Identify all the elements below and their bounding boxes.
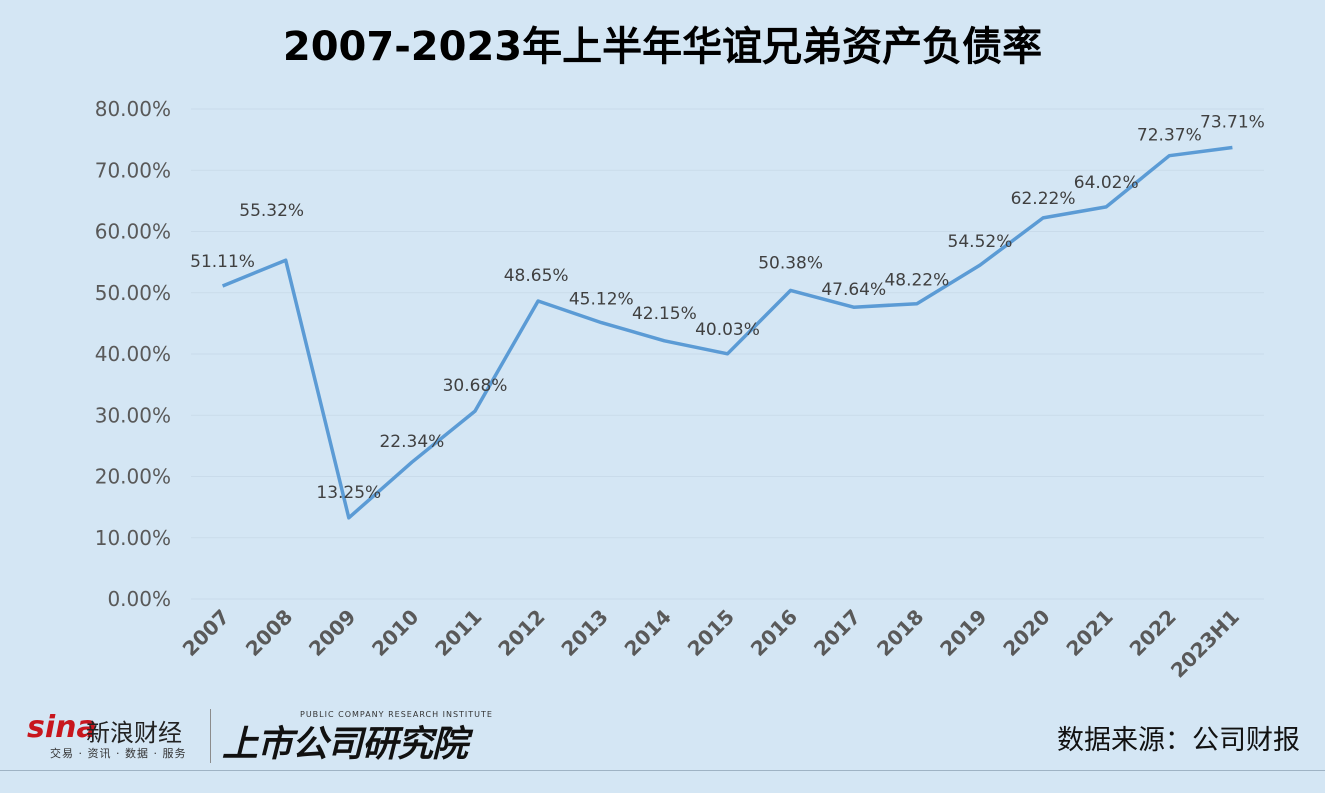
data-label: 50.38% (758, 253, 823, 273)
x-tick-label: 2008 (241, 605, 297, 661)
x-tick-label: 2020 (998, 605, 1054, 661)
series-line (221, 145, 1233, 520)
x-tick-label: 2017 (809, 605, 865, 661)
logo-divider (210, 709, 211, 763)
x-tick-label: 2016 (746, 605, 802, 661)
data-label: 13.25% (316, 483, 381, 503)
x-tick-label: 2010 (367, 605, 423, 661)
data-label: 45.12% (569, 290, 634, 310)
line-chart: 0.00% 10.00% 20.00% 30.00% 40.00% 50.00% 60.00… (95, 97, 1265, 683)
x-tick-label: 2018 (872, 605, 928, 661)
data-label: 54.52% (948, 232, 1013, 252)
x-tick-label: 2009 (304, 605, 360, 661)
data-label: 40.03% (695, 320, 760, 340)
x-tick-label: 2012 (493, 605, 549, 661)
data-label: 22.34% (379, 432, 444, 452)
x-tick-label: 2014 (620, 605, 676, 661)
x-tick-label: 2007 (178, 605, 234, 661)
gridlines (191, 108, 1264, 600)
data-label: 73.71% (1200, 113, 1265, 133)
y-tick-label: 80.00% (95, 97, 171, 121)
y-tick-label: 10.00% (95, 526, 171, 550)
sina-brand-name: 新浪财经 (86, 719, 182, 747)
data-label: 72.37% (1137, 126, 1202, 146)
x-tick-label: 2019 (935, 605, 991, 661)
y-axis-ticks: 0.00% 10.00% 20.00% 30.00% 40.00% 50.00% 60.00… (95, 97, 171, 611)
x-tick-label: 2013 (556, 605, 612, 661)
x-tick-label: 2021 (1061, 605, 1117, 661)
y-tick-label: 40.00% (95, 342, 171, 366)
data-label: 51.11% (190, 252, 255, 272)
sina-tagline: 交易 · 资讯 · 数据 · 服务 (50, 747, 187, 760)
data-label: 42.15% (632, 304, 697, 324)
y-tick-label: 0.00% (107, 587, 171, 611)
y-tick-label: 20.00% (95, 465, 171, 489)
x-axis-ticks: 2007 2008 2009 2010 2011 2012 2013 2014 2015 2016… (178, 605, 1244, 683)
x-tick-label: 2022 (1125, 605, 1181, 661)
data-label: 47.64% (821, 280, 886, 300)
data-label: 48.65% (504, 266, 569, 286)
footer-divider (0, 770, 1325, 771)
data-label: 55.32% (239, 201, 304, 221)
institute-english-name: PUBLIC COMPANY RESEARCH INSTITUTE (300, 710, 493, 719)
data-label: 30.68% (443, 376, 508, 396)
data-label: 62.22% (1011, 189, 1076, 209)
data-labels: 51.11% 55.32% 13.25% 22.34% 30.68% 48.65%45.1… (190, 113, 1265, 503)
institute-logo: 上市公司研究院 (222, 724, 468, 765)
data-label: 64.02% (1074, 173, 1139, 193)
data-label: 48.22% (884, 271, 949, 291)
x-tick-label: 2011 (430, 605, 486, 661)
y-tick-label: 50.00% (95, 281, 171, 305)
series-line-path (221, 145, 1233, 520)
y-tick-label: 30.00% (95, 403, 171, 427)
y-tick-label: 60.00% (95, 220, 171, 244)
chart-title: 2007-2023年上半年华谊兄弟资产负债率 (282, 24, 1043, 70)
data-source-note: 数据来源：公司财报 (1057, 725, 1300, 756)
sina-logo: sina (27, 710, 97, 745)
x-tick-label: 2015 (683, 605, 739, 661)
y-tick-label: 70.00% (95, 158, 171, 182)
x-tick-label: 2023H1 (1166, 605, 1244, 683)
